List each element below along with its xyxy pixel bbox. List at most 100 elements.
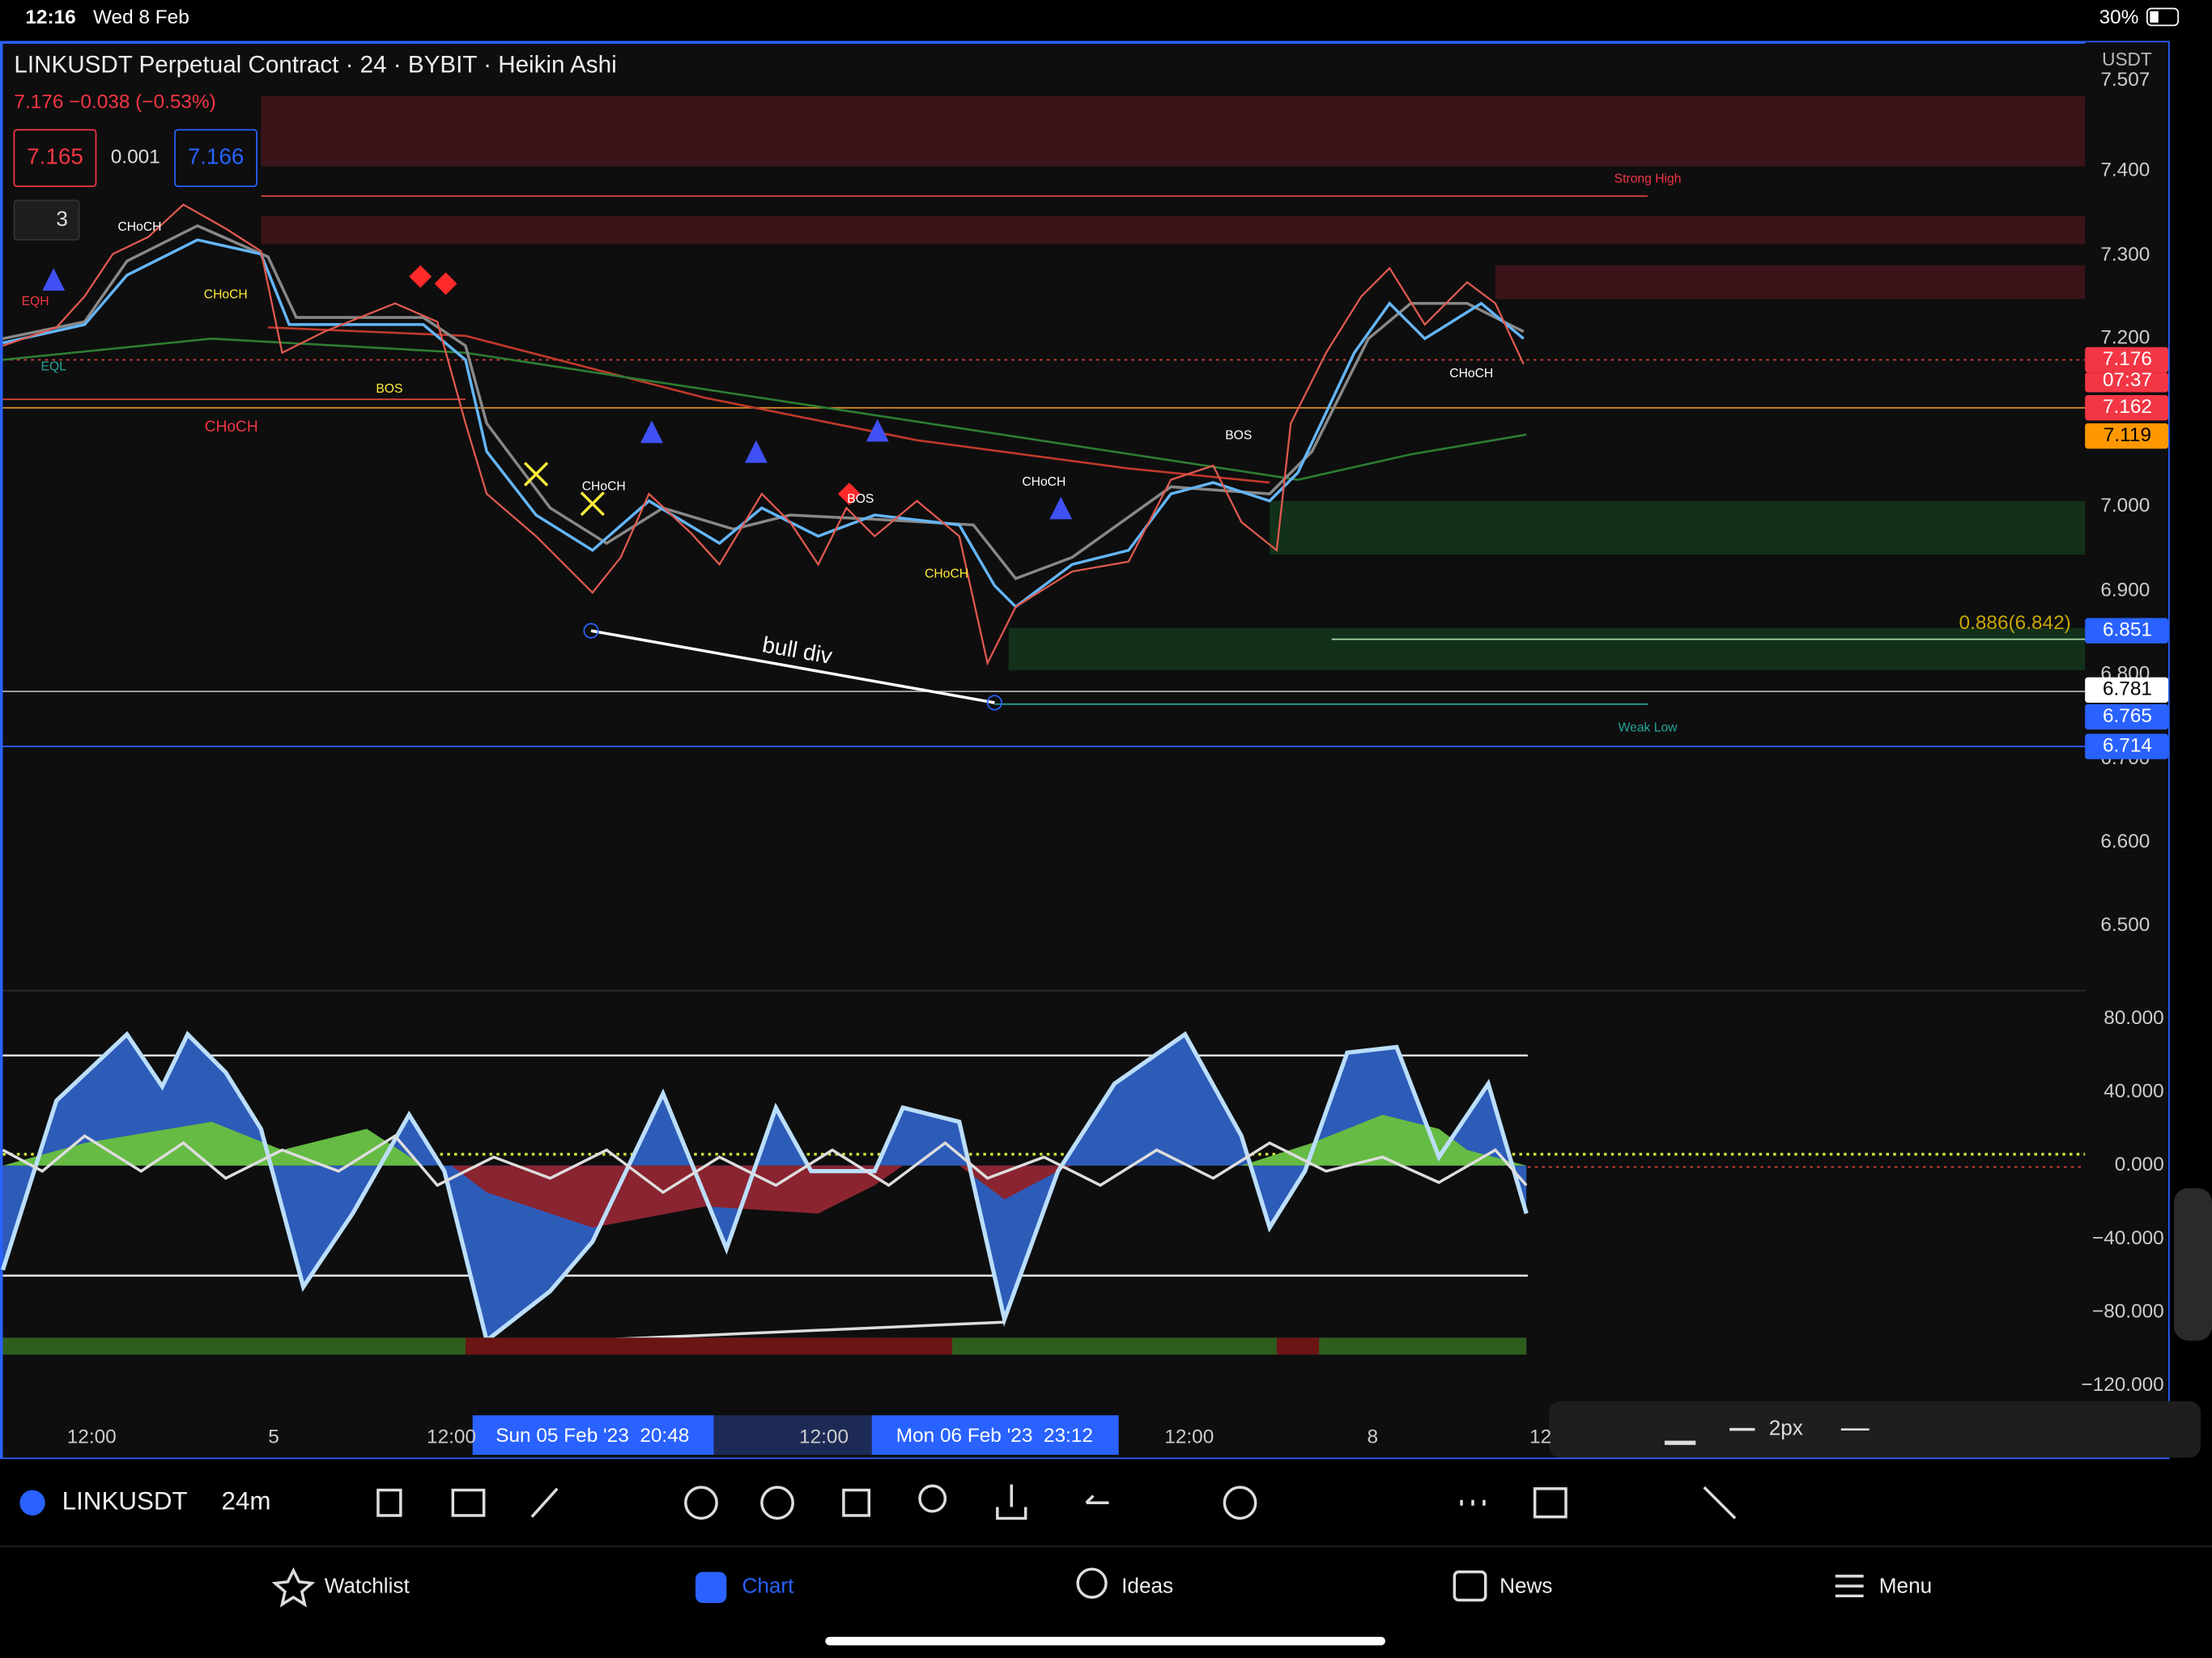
tab-icons xyxy=(271,1567,1864,1608)
fullscreen-button[interactable] xyxy=(1703,1486,1737,1520)
price-tick: 7.507 xyxy=(2100,69,2150,91)
add-button[interactable] xyxy=(684,1486,718,1520)
signal-line xyxy=(2,1133,1528,1194)
interval[interactable]: 24m xyxy=(222,1487,271,1516)
time-highlight-label: Mon 06 Feb '23 23:12 xyxy=(896,1425,1093,1447)
structure-label: CHoCH xyxy=(204,287,248,301)
tab[interactable]: Menu xyxy=(1879,1574,1932,1598)
price-label: 6.714 xyxy=(2103,734,2152,756)
time-highlight xyxy=(871,1415,1119,1456)
news-icon[interactable] xyxy=(1453,1570,1487,1602)
chart-title: LINKUSDT Perpetual Contract · 24 · BYBIT… xyxy=(14,52,616,79)
time-tick: 5 xyxy=(268,1426,279,1448)
oscillator-area xyxy=(2,1034,1527,1341)
price-label: 7.176 xyxy=(2103,348,2152,370)
demand-zone xyxy=(1270,500,2086,555)
spread: 0.001 xyxy=(111,147,160,168)
price-label-bg xyxy=(2085,346,2168,373)
price-tick: 6.500 xyxy=(2100,914,2150,936)
bottom-toolbar xyxy=(0,1467,2212,1545)
fast-ma xyxy=(2,238,1525,609)
price-tick: 7.200 xyxy=(2100,327,2150,349)
watchlist-icon[interactable] xyxy=(271,1567,316,1608)
sell-button xyxy=(13,129,97,187)
price-tick: 6.900 xyxy=(2100,580,2150,602)
price-label-bg xyxy=(2085,704,2168,730)
oscillator-tick: −120.000 xyxy=(2081,1374,2163,1396)
ideas-button[interactable] xyxy=(918,1484,947,1513)
buy-price[interactable]: 7.166 xyxy=(188,144,245,169)
fib-label: 0.886(6.842) xyxy=(1959,612,2071,634)
status-time: 12:16 xyxy=(25,6,75,28)
toolbar-icons xyxy=(376,1484,1737,1520)
structure-label: CHoCH xyxy=(1022,475,1066,489)
layout-button[interactable] xyxy=(842,1488,871,1517)
tab[interactable]: News xyxy=(1499,1574,1552,1598)
time-tick: 8 xyxy=(1368,1426,1379,1448)
oscillator-tick: 40.000 xyxy=(2104,1081,2164,1103)
price-label-bg xyxy=(2085,372,2168,393)
supply-zone xyxy=(261,215,2086,244)
chart-tab-icon[interactable] xyxy=(695,1571,727,1604)
price-change: 7.176 −0.038 (−0.53%) xyxy=(14,91,215,113)
split-button[interactable] xyxy=(1533,1487,1568,1519)
tab[interactable]: Watchlist xyxy=(325,1574,410,1598)
structure-label: CHoCH xyxy=(582,479,626,493)
ideas-icon[interactable] xyxy=(1076,1567,1108,1599)
strong-high-label: Strong High xyxy=(1614,172,1682,185)
sell-price[interactable]: 7.165 xyxy=(27,144,83,169)
draw-button[interactable] xyxy=(530,1487,559,1518)
price-label-bg xyxy=(2085,733,2168,759)
oscillator-tick: −80.000 xyxy=(2092,1300,2164,1322)
battery-level xyxy=(2150,11,2159,23)
trend-bar xyxy=(1276,1337,1320,1355)
moving-average xyxy=(267,326,1270,484)
info-button[interactable] xyxy=(1223,1486,1257,1520)
time-highlight xyxy=(472,1415,714,1456)
moving-average xyxy=(2,338,1527,481)
chart-type-button[interactable] xyxy=(376,1488,402,1517)
eql-label: EQL xyxy=(41,359,67,373)
oscillator-tick: 80.000 xyxy=(2104,1007,2164,1029)
price-tick: 7.300 xyxy=(2100,244,2150,266)
home-indicator xyxy=(825,1636,1385,1646)
price-label-bg xyxy=(2085,618,2168,644)
tab[interactable]: Chart xyxy=(742,1574,794,1598)
symbol[interactable]: LINKUSDT xyxy=(62,1487,188,1516)
menu-icon[interactable] xyxy=(1835,1575,1864,1598)
symbol-icon xyxy=(19,1490,45,1516)
compare-button[interactable] xyxy=(451,1488,486,1517)
structure-label: CHoCH xyxy=(1449,367,1493,380)
structure-label: BOS xyxy=(847,492,874,506)
price-label: 7.119 xyxy=(2104,424,2151,446)
time-tick: 12:00 xyxy=(427,1426,476,1448)
indicator-toggle xyxy=(13,199,80,241)
currency-selector[interactable]: USDT xyxy=(2102,49,2152,70)
weak-low-label: Weak Low xyxy=(1619,721,1678,735)
tab[interactable]: Ideas xyxy=(1121,1574,1173,1598)
eqh-label: EQH xyxy=(22,295,49,308)
battery-icon xyxy=(2146,7,2180,27)
price-path xyxy=(2,203,1525,666)
color-icon[interactable] xyxy=(1664,1440,1696,1445)
undo-button[interactable] xyxy=(1085,1494,1109,1505)
side-panel-handle[interactable] xyxy=(2173,1188,2212,1341)
price-tick: 7.400 xyxy=(2100,159,2150,181)
price-label: 07:37 xyxy=(2103,369,2152,391)
oscillator-area xyxy=(2,1114,1527,1166)
indicator-count[interactable]: 3 xyxy=(56,206,68,231)
line-width[interactable]: 2px xyxy=(1769,1416,1803,1440)
oscillator-tick: 0.000 xyxy=(2115,1154,2164,1175)
drawing-toolbar xyxy=(1549,1401,2201,1458)
structure-label: BOS xyxy=(1225,429,1252,443)
structure-label: CHoCH xyxy=(117,220,161,234)
demand-zone xyxy=(1008,627,2086,670)
share-button[interactable] xyxy=(996,1484,1027,1520)
supply-zone xyxy=(1495,265,2086,300)
alert-button[interactable] xyxy=(760,1486,794,1520)
structure-label: CHoCH xyxy=(205,419,258,436)
price-label: 6.781 xyxy=(2103,678,2152,700)
pivot xyxy=(986,695,1002,711)
